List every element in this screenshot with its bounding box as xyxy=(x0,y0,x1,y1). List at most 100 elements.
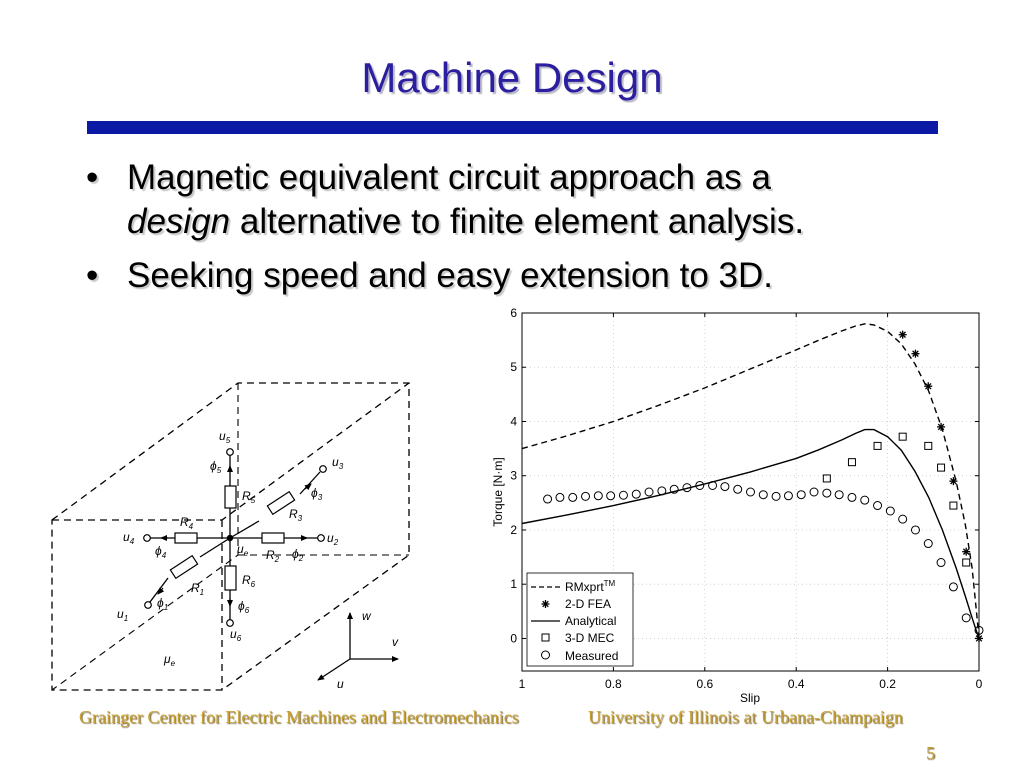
y-tick-label: 1 xyxy=(510,577,517,591)
bullet-1-emphasis: design xyxy=(127,202,231,241)
point-3-d-mec xyxy=(847,458,856,467)
point-measured xyxy=(948,582,958,592)
point-measured xyxy=(847,492,857,502)
legend-swatch-2d-fea xyxy=(541,600,550,608)
legend-label-3d-mec: 3-D MEC xyxy=(565,631,615,645)
resistor-r1 xyxy=(169,554,199,580)
label-phi4: ϕ4 xyxy=(155,544,167,560)
axis-label-u: u xyxy=(337,677,344,691)
chart-y-ticks: 0 1 2 3 4 5 6 xyxy=(510,306,979,645)
label-phi6: ϕ6 xyxy=(238,599,250,615)
point-measured xyxy=(885,506,895,516)
label-ue: ue xyxy=(237,542,249,558)
label-r3: R3 xyxy=(289,507,303,523)
x-tick-label: 0 xyxy=(976,677,983,691)
point-measured xyxy=(618,490,628,500)
point-measured xyxy=(923,539,933,549)
label-u2: u2 xyxy=(327,531,339,547)
chart-plot-frame xyxy=(521,312,980,672)
coordinate-axes xyxy=(317,612,399,681)
legend-swatch-measured xyxy=(541,650,550,660)
bullet-1-line-2: design alternative to finite element ana… xyxy=(127,200,924,244)
asterisk-stroke xyxy=(899,331,906,338)
point-measured xyxy=(758,490,768,500)
terminal-nodes xyxy=(143,448,327,627)
x-tick-label: 0.6 xyxy=(696,677,713,691)
point-measured xyxy=(860,495,870,505)
point-measured xyxy=(581,491,591,501)
point-measured xyxy=(783,491,793,501)
label-u3: u3 xyxy=(332,455,344,471)
chart-legend: RMxprtTM 2-D FEA Analytical 3-D MEC Meas… xyxy=(526,572,634,667)
point-measured xyxy=(936,558,946,568)
resistor-r4 xyxy=(174,532,198,544)
label-phi2: ϕ2 xyxy=(292,547,304,563)
point-3-d-mec xyxy=(822,474,831,483)
resistor-r3 xyxy=(266,490,296,516)
legend-asterisk-mark xyxy=(541,600,550,608)
x-tick-label: 0.4 xyxy=(788,677,805,691)
bullet-item-1: • Magnetic equivalent circuit approach a… xyxy=(84,156,924,244)
bullet-item-2: • Seeking speed and easy extension to 3D… xyxy=(84,254,924,298)
axis-label-w: w xyxy=(362,609,372,623)
point-measured xyxy=(606,491,616,501)
point-2-d-fea xyxy=(911,349,920,358)
label-phi5: ϕ5 xyxy=(210,459,222,475)
bullet-2-text: Seeking speed and easy extension to 3D. xyxy=(127,256,773,295)
asterisk-stroke xyxy=(924,382,932,390)
label-r4: R4 xyxy=(180,515,194,531)
chart-x-axis-label: Slip xyxy=(740,691,760,705)
y-tick-label: 4 xyxy=(510,414,517,428)
bullet-1-line-1: Magnetic equivalent circuit approach as … xyxy=(127,158,771,197)
label-u6: u6 xyxy=(230,627,242,643)
legend-label-2d-fea: 2-D FEA xyxy=(565,597,611,611)
title-underline-bar xyxy=(87,121,938,134)
node-ue xyxy=(226,534,234,542)
point-2-d-fea xyxy=(924,382,933,391)
asterisk-stroke xyxy=(542,600,549,608)
resistor-r5 xyxy=(224,485,237,509)
node-u1 xyxy=(144,601,152,609)
y-tick-label: 3 xyxy=(510,469,517,483)
point-measured xyxy=(682,483,692,493)
node-u2 xyxy=(317,534,325,542)
point-2-d-fea xyxy=(898,330,907,339)
bullet-dot: • xyxy=(86,158,99,197)
chart-x-ticks: 1 0.8 0.6 0.4 0.2 0 xyxy=(519,313,983,691)
point-measured xyxy=(695,480,705,490)
point-measured xyxy=(822,488,832,498)
asterisk-stroke xyxy=(912,350,919,357)
label-phi3: ϕ3 xyxy=(311,486,323,502)
asterisk-stroke xyxy=(962,548,970,555)
x-tick-label: 0.8 xyxy=(605,677,622,691)
point-measured xyxy=(809,487,819,497)
bullet-dot: • xyxy=(86,256,99,295)
label-u4: u4 xyxy=(123,530,135,546)
label-r6: R6 xyxy=(242,573,256,589)
legend-swatch-3d-mec xyxy=(541,633,550,642)
asterisk-stroke xyxy=(937,423,945,431)
point-measured xyxy=(796,490,806,500)
point-3-d-mec xyxy=(873,441,882,450)
legend-box xyxy=(526,572,634,667)
point-measured xyxy=(873,501,883,511)
flux-arrows xyxy=(157,465,312,607)
node-u4 xyxy=(143,534,151,542)
torque-slip-chart: 1 0.8 0.6 0.4 0.2 0 0 1 2 3 4 5 6 Slip Torque [N·m]… xyxy=(491,306,984,705)
point-measured xyxy=(644,487,654,497)
point-measured xyxy=(543,494,553,504)
y-tick-label: 0 xyxy=(510,631,517,645)
point-measured xyxy=(771,491,781,501)
point-3-d-mec xyxy=(937,463,946,472)
resistor-r2 xyxy=(261,532,285,544)
point-measured xyxy=(720,482,730,492)
point-measured xyxy=(910,525,920,535)
point-measured xyxy=(733,484,743,494)
bullet-1-line-2-rest: alternative to finite element analysis. xyxy=(230,202,805,241)
legend-label-measured: Measured xyxy=(565,649,618,663)
label-u5: u5 xyxy=(219,429,231,445)
point-measured xyxy=(568,492,578,502)
node-u3 xyxy=(319,465,327,473)
label-mu-e: μe xyxy=(163,652,176,668)
y-tick-label: 5 xyxy=(510,360,517,374)
